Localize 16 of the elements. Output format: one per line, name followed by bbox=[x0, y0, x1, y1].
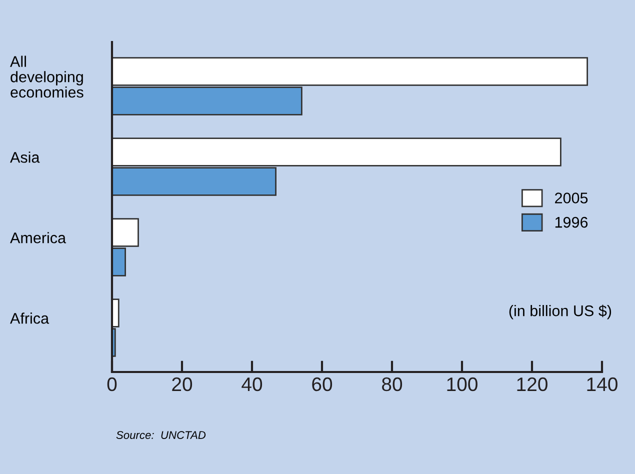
x-tick-label: 0 bbox=[107, 377, 117, 392]
annotation: (in billion US $) bbox=[509, 304, 612, 320]
x-tick-label: 100 bbox=[447, 377, 478, 392]
x-tick-label: 20 bbox=[172, 377, 192, 392]
y-tick-label: America bbox=[10, 232, 66, 244]
x-tick-label: 140 bbox=[587, 377, 618, 392]
x-tick-label: 60 bbox=[312, 377, 332, 392]
x-tick-label: 120 bbox=[517, 377, 548, 392]
y-tick-label: Asia bbox=[10, 152, 40, 163]
y-tick-label: Africa bbox=[10, 312, 50, 324]
y-tick-label: All developing economies bbox=[10, 56, 84, 98]
legend-label: 1996 bbox=[555, 216, 588, 228]
x-tick-label: 40 bbox=[242, 377, 262, 392]
source-note: Source: UNCTAD bbox=[116, 431, 206, 439]
x-tick-label: 80 bbox=[382, 377, 402, 392]
legend-label: 2005 bbox=[555, 192, 588, 204]
